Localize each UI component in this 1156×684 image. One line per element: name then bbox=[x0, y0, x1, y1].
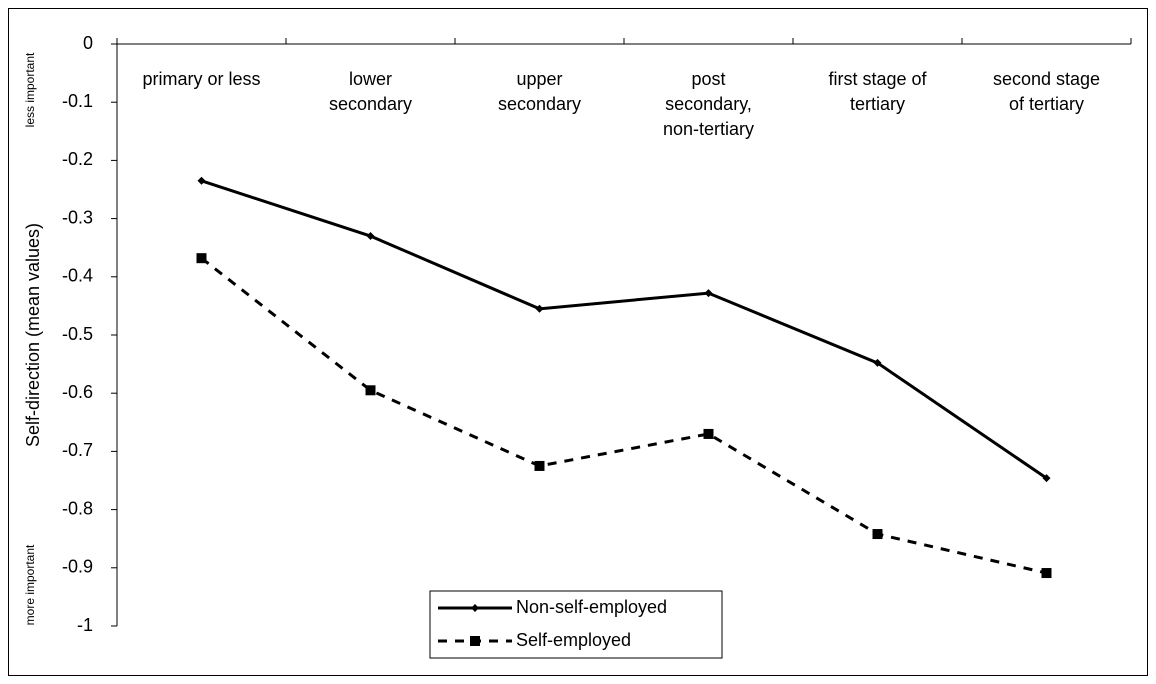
y-tick-label: -0.7 bbox=[62, 440, 93, 460]
marker bbox=[535, 304, 544, 313]
marker bbox=[1042, 474, 1051, 483]
y-tick-label: 0 bbox=[83, 33, 93, 53]
marker bbox=[873, 358, 882, 367]
y-tick-label: -0.5 bbox=[62, 324, 93, 344]
marker bbox=[534, 460, 545, 471]
x-tick-label: non-tertiary bbox=[663, 119, 754, 139]
marker bbox=[365, 385, 376, 396]
legend-label: Self-employed bbox=[516, 630, 631, 650]
x-tick-label: primary or less bbox=[142, 69, 260, 89]
x-tick-label: second stage bbox=[993, 69, 1100, 89]
x-tick-label: secondary bbox=[498, 94, 581, 114]
x-tick-label: secondary, bbox=[665, 94, 752, 114]
x-tick-label: post bbox=[691, 69, 725, 89]
y-tick-label: -1 bbox=[77, 615, 93, 635]
y-tick-label: -0.9 bbox=[62, 557, 93, 577]
line bbox=[201, 179, 1048, 480]
x-tick-label: tertiary bbox=[850, 94, 905, 114]
y-tick-label: -0.6 bbox=[62, 382, 93, 402]
legend-marker bbox=[470, 636, 480, 646]
line bbox=[200, 256, 1047, 575]
marker bbox=[1041, 568, 1052, 579]
y-tick-label: -0.2 bbox=[62, 149, 93, 169]
legend-marker bbox=[471, 604, 479, 612]
marker bbox=[196, 253, 207, 264]
chart-border bbox=[8, 8, 1148, 676]
marker bbox=[197, 176, 206, 185]
x-tick-label: upper bbox=[516, 69, 562, 89]
legend-label: Non-self-employed bbox=[516, 597, 667, 617]
x-tick-label: first stage of bbox=[828, 69, 927, 89]
y-axis-label: Self-direction (mean values) bbox=[23, 223, 43, 447]
marker bbox=[872, 529, 883, 540]
annotation: more important bbox=[23, 544, 37, 625]
marker bbox=[703, 428, 714, 439]
y-tick-label: -0.8 bbox=[62, 498, 93, 518]
legend-box bbox=[429, 590, 723, 659]
y-tick-label: -0.3 bbox=[62, 207, 93, 227]
marker bbox=[704, 289, 713, 298]
annotation: less important bbox=[23, 52, 37, 127]
x-tick-label: lower bbox=[349, 69, 392, 89]
x-tick-label: of tertiary bbox=[1009, 94, 1084, 114]
x-tick-label: secondary bbox=[329, 94, 412, 114]
marker bbox=[366, 232, 375, 241]
y-tick-label: -0.1 bbox=[62, 91, 93, 111]
y-tick-label: -0.4 bbox=[62, 266, 93, 286]
